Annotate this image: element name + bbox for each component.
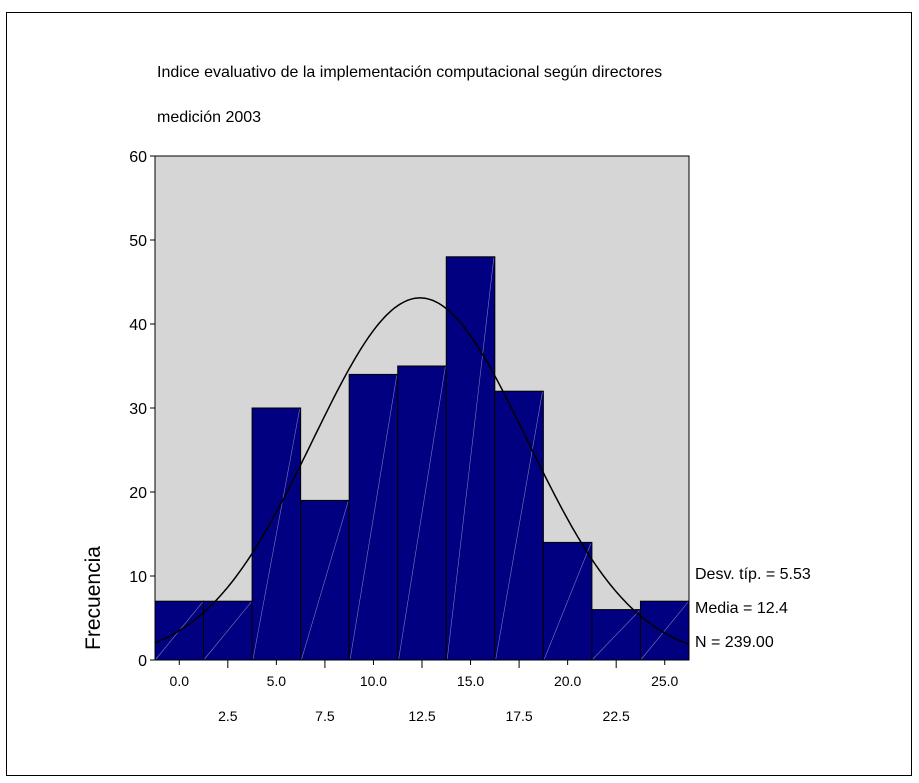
y-tick-label: 60 [129, 149, 147, 166]
x-tick-label: 2.5 [218, 708, 238, 724]
bar-hatch-line [301, 501, 349, 660]
bar-hatch-line [252, 408, 300, 660]
bar-hatch-line [641, 602, 689, 660]
x-tick-label: 5.0 [267, 673, 287, 689]
stat-std-dev: Desv. típ. = 5.53 [695, 566, 811, 583]
x-tick-label: 0.0 [170, 673, 190, 689]
bar-hatch-line [592, 610, 640, 660]
x-tick-label: 12.5 [408, 708, 435, 724]
bar-hatch-line [349, 375, 398, 660]
x-tick-label: 7.5 [315, 708, 335, 724]
y-tick-label: 50 [129, 233, 147, 250]
bar-hatch-line [495, 392, 543, 660]
stat-n: N = 239.00 [695, 634, 774, 651]
x-tick-label: 20.0 [554, 673, 581, 689]
y-tick-label: 20 [129, 485, 147, 502]
stat-mean: Media = 12.4 [695, 600, 788, 617]
chart-subtitle: medición 2003 [157, 109, 262, 126]
y-tick-label: 40 [129, 317, 147, 334]
bar-hatch-line [446, 257, 495, 660]
normal-curve [154, 297, 690, 645]
x-tick-label: 17.5 [505, 708, 532, 724]
x-tick-label: 15.0 [457, 673, 484, 689]
y-tick-label: 10 [129, 569, 147, 586]
y-tick-label: 30 [129, 401, 147, 418]
x-tick-label: 22.5 [603, 708, 630, 724]
x-tick-label: 25.0 [651, 673, 678, 689]
x-tick-label: 10.0 [360, 673, 387, 689]
chart-title: Indice evaluativo de la implementación c… [157, 64, 663, 81]
bar-hatch-line [204, 602, 252, 660]
bar-hatch-line [398, 366, 446, 660]
y-tick-label: 0 [138, 653, 147, 670]
bar-hatch-line [544, 543, 592, 660]
